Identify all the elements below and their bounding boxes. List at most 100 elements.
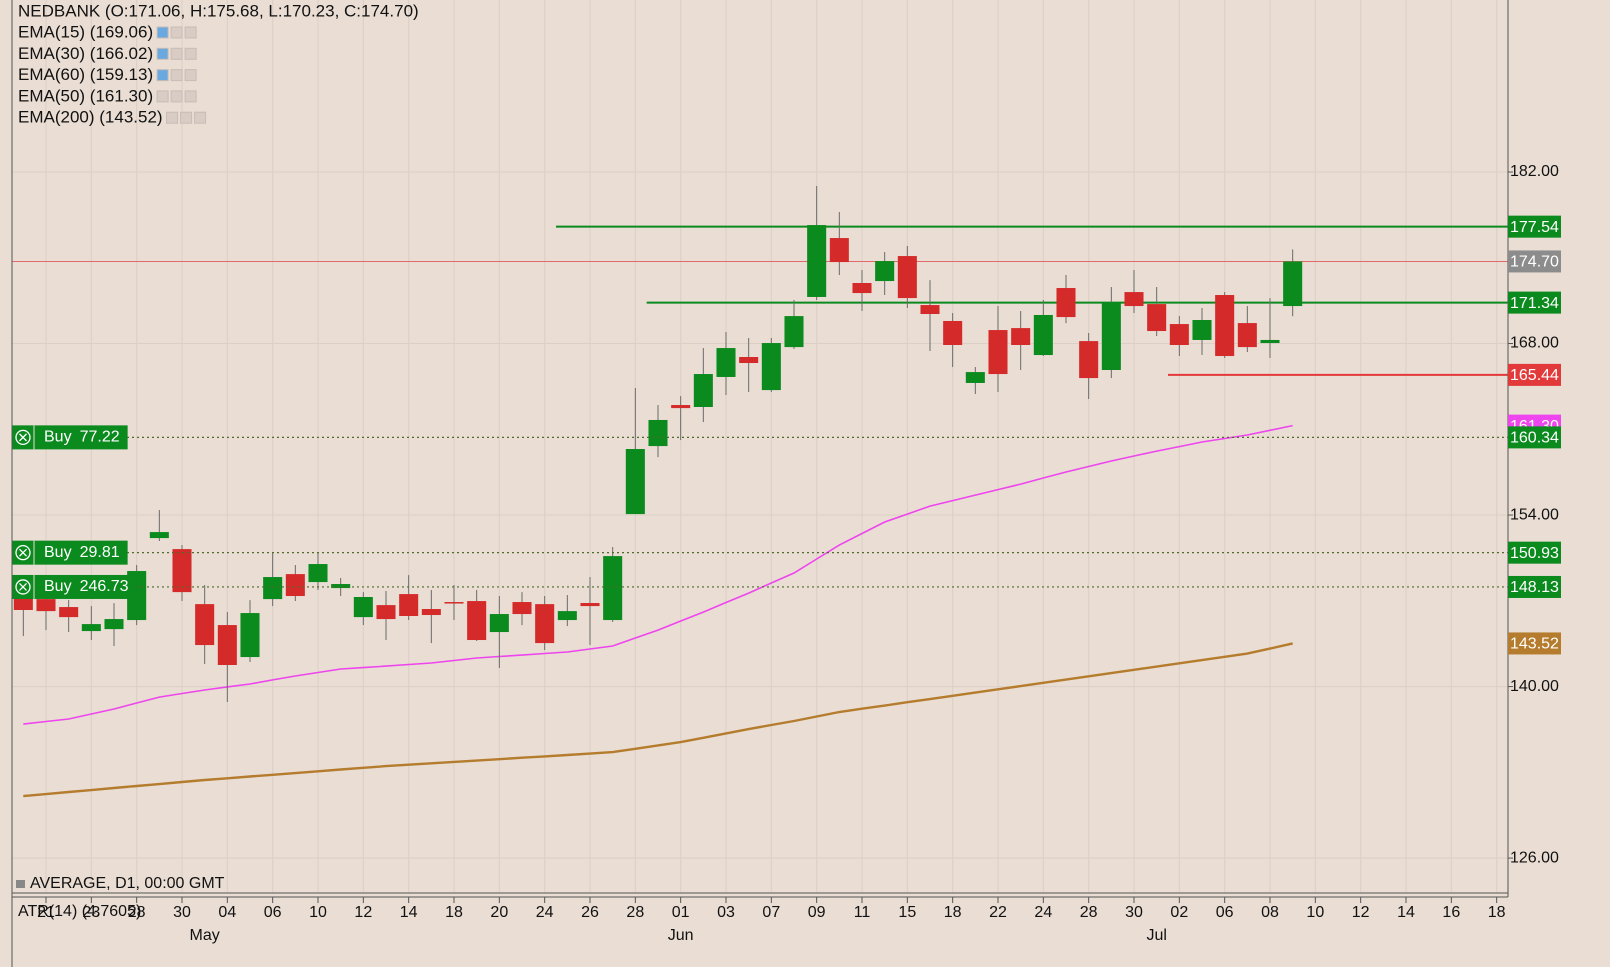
x-tick-label: 24: [1034, 904, 1052, 921]
order-close-icon: [15, 545, 31, 561]
legend-icon: [170, 26, 183, 39]
candle-body: [807, 225, 827, 297]
candle-body: [1033, 314, 1053, 356]
x-tick-label: 09: [808, 904, 826, 921]
candle-body: [648, 419, 668, 447]
legend-icon: [170, 90, 183, 103]
order-price-label: 160.34: [1510, 430, 1559, 447]
legend-icon: [170, 47, 183, 60]
order-side: Buy: [44, 429, 72, 446]
candle-body: [716, 348, 736, 377]
x-tick-label: 15: [898, 904, 916, 921]
candle-body: [580, 603, 600, 607]
level-price-label-bg: [1508, 215, 1561, 238]
legend-icon: [184, 69, 197, 82]
candle-body: [671, 405, 691, 409]
order-close-icon: [19, 548, 27, 557]
candle-body: [1215, 295, 1235, 357]
order-tag: Buy 246.73: [12, 574, 137, 599]
x-tick-label: 14: [1397, 904, 1415, 921]
candle-body: [353, 597, 373, 618]
candle-body: [172, 549, 192, 593]
indicator-line: [23, 424, 1293, 725]
x-tick-label: 06: [1216, 904, 1234, 921]
level-price-label-bg: [1508, 250, 1561, 273]
candle-body: [693, 374, 713, 407]
candle-body: [36, 599, 56, 612]
candle-body: [13, 597, 33, 610]
candle-body: [625, 449, 645, 515]
candle-body: [195, 604, 215, 646]
grid: [12, 0, 1508, 893]
axis-labels: 126.00 140.00 154.00 168.00 182.00 21 23 28 30 Ma…: [37, 163, 1561, 944]
candle-body: [1101, 301, 1121, 370]
order-price-label: 150.93: [1510, 545, 1559, 562]
candle-body: [512, 602, 532, 615]
candle-body: [829, 238, 849, 263]
order-side: Buy: [44, 578, 72, 595]
x-tick-label: 11: [854, 904, 871, 921]
order-tag-bg: [12, 574, 137, 599]
candle-body: [376, 605, 396, 620]
candle-body: [1079, 341, 1099, 379]
candle-body: [240, 613, 260, 658]
legend: EMA(15) (169.06) EMA(30) (166.02) EMA(60) …: [18, 22, 207, 127]
x-tick-label: 04: [218, 904, 236, 921]
x-tick-label: 30: [173, 904, 191, 921]
legend-entry: EMA(30) (166.02): [18, 44, 153, 63]
x-tick-label: 28: [128, 904, 146, 921]
legend-icon: [156, 26, 169, 39]
y-tick-label: 168.00: [1510, 335, 1559, 352]
x-tick-label: 01: [672, 904, 690, 921]
candle-body: [1011, 328, 1031, 345]
level-price-label: 171.34: [1510, 295, 1559, 312]
indicator-line: [23, 642, 1293, 798]
candle-body: [217, 625, 237, 666]
candle-body: [739, 357, 759, 364]
candle-body: [59, 607, 79, 618]
candle-body: [81, 624, 101, 632]
x-tick-label: 21: [37, 904, 55, 921]
candle-body: [489, 614, 509, 633]
level-price-label-bg: [1508, 291, 1561, 314]
legend-icon: [184, 26, 197, 39]
x-tick-label: 12: [354, 904, 372, 921]
candle-body: [897, 256, 917, 299]
x-tick-label: 06: [264, 904, 282, 921]
x-tick-label: 28: [626, 904, 644, 921]
candle-body: [285, 574, 305, 597]
plot-area: Buy 77.22 Buy 29.81 Buy 246.73: [12, 185, 1508, 798]
candle-body: [444, 602, 464, 604]
candle-body: [1260, 339, 1280, 344]
candle-body: [104, 619, 124, 630]
candle-body: [761, 343, 781, 391]
candle-body: [1124, 292, 1144, 307]
x-tick-label: 08: [1261, 904, 1279, 921]
y-tick-label: 182.00: [1510, 163, 1559, 180]
level-price-label-bg: [1508, 363, 1561, 386]
order-close-icon: [15, 579, 31, 595]
legend-entry: EMA(50) (161.30): [18, 86, 153, 105]
candle-body: [1056, 288, 1076, 318]
x-tick-label: 26: [581, 904, 599, 921]
candle-body: [399, 594, 419, 616]
x-tick-label: 16: [1442, 904, 1460, 921]
candle-body: [467, 601, 487, 641]
candle-body: [331, 584, 351, 589]
order-price-label-bg: [1508, 575, 1561, 598]
x-tick-label: 18: [944, 904, 962, 921]
candle-body: [263, 577, 283, 600]
candle-body: [1147, 304, 1167, 332]
candle-body: [1283, 261, 1303, 307]
candle-body: [784, 316, 804, 348]
indicator-price-label: 143.52: [1510, 636, 1559, 653]
candle-body: [875, 261, 895, 282]
level-price-label: 177.54: [1510, 219, 1559, 236]
legend-icon: [156, 90, 169, 103]
order-quantity: 246.73: [80, 578, 129, 595]
candle-body: [920, 305, 940, 315]
legend-icon: [156, 47, 169, 60]
candle-body: [852, 283, 872, 294]
